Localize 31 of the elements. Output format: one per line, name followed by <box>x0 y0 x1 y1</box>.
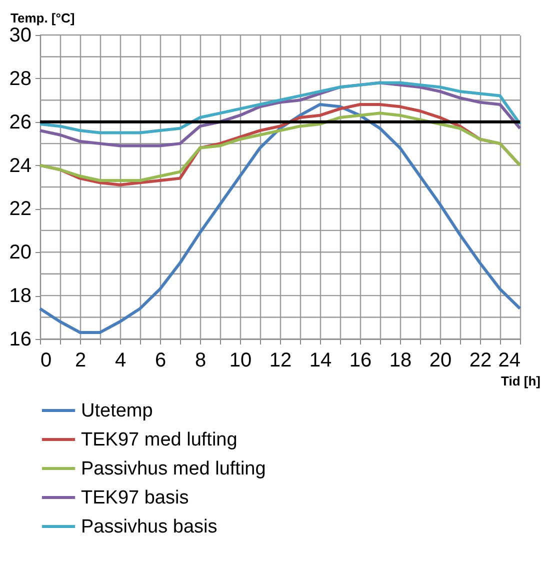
y-tick-label: 16 <box>9 328 32 350</box>
legend-label: Utetemp <box>81 400 153 422</box>
y-tick-label: 20 <box>9 242 32 264</box>
x-tick-label: 12 <box>269 350 292 372</box>
x-axis-title: Tid [h] <box>501 374 540 388</box>
line-series <box>38 81 522 134</box>
x-tick-label: 18 <box>389 350 412 372</box>
x-tick-label: 0 <box>40 350 52 372</box>
y-tick-label: 28 <box>9 68 32 90</box>
x-tick-label: 20 <box>429 350 452 372</box>
x-tick-label: 8 <box>194 350 206 372</box>
legend-label: TEK97 basis <box>81 488 189 508</box>
y-tick-label: 30 <box>9 24 32 46</box>
line-series <box>38 112 522 182</box>
legend-label: Passivhus basis <box>81 516 218 538</box>
y-tick-label: 22 <box>9 198 32 220</box>
x-tick-label: 24 <box>498 350 520 372</box>
x-tick-label: 16 <box>349 350 372 372</box>
legend-label: Passivhus med lufting <box>81 458 266 480</box>
x-tick-label: 10 <box>229 350 252 372</box>
y-tick-label: 18 <box>9 285 32 308</box>
y-tick-label: 26 <box>9 111 32 134</box>
x-tick-label: 6 <box>154 350 166 372</box>
x-tick-label: 2 <box>74 350 86 372</box>
x-tick-label: 22 <box>469 350 492 372</box>
x-tick-label: 4 <box>114 350 126 372</box>
y-tick-label: 24 <box>9 154 32 177</box>
x-tick-label: 14 <box>309 350 332 372</box>
legend-label: TEK97 med lufting <box>81 430 238 450</box>
line-series <box>38 102 522 334</box>
y-axis-title: Temp. [°C] <box>10 10 75 26</box>
